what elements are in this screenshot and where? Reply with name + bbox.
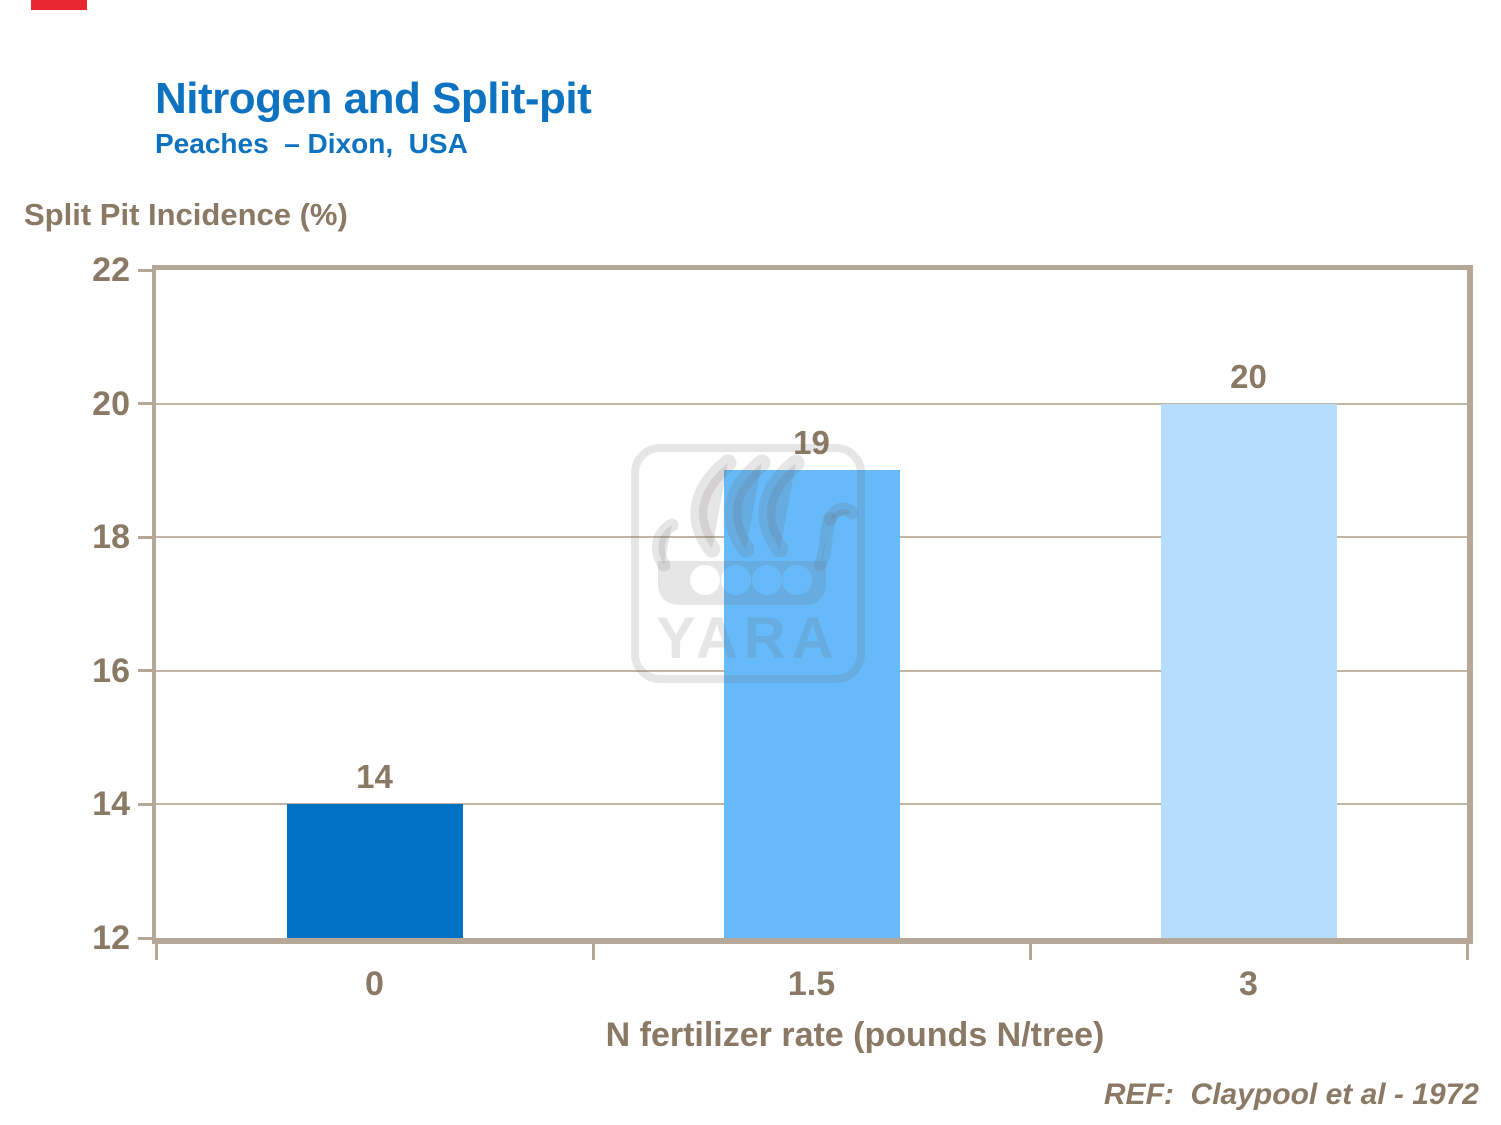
x-tick-mark-3 xyxy=(1465,944,1469,960)
page-title: Nitrogen and Split-pit xyxy=(155,74,592,123)
y-tick-label-12: 12 xyxy=(92,919,130,957)
y-tick-label-18: 18 xyxy=(92,518,130,557)
y-tick-mark-14 xyxy=(138,802,152,806)
x-tick-mark-0 xyxy=(154,944,158,960)
gridline-20 xyxy=(156,402,1467,405)
y-tick-mark-12 xyxy=(138,936,152,940)
y-tick-mark-18 xyxy=(138,535,152,539)
plot-inner xyxy=(156,270,1467,938)
x-tick-label-3: 3 xyxy=(1239,965,1258,1003)
page-subtitle: Peaches – Dixon, USA xyxy=(155,128,468,159)
y-axis-title: Split Pit Incidence (%) xyxy=(24,197,348,232)
plot-area xyxy=(152,265,1473,944)
y-tick-label-14: 14 xyxy=(92,785,130,824)
y-tick-mark-16 xyxy=(138,669,152,673)
y-tick-mark-20 xyxy=(138,402,152,406)
bar-0 xyxy=(286,804,463,938)
y-tick-label-22: 22 xyxy=(92,251,130,289)
reference-text: REF: Claypool et al - 1972 xyxy=(1103,1078,1479,1111)
bar-1.5 xyxy=(723,470,900,938)
bar-value-label-1.5: 19 xyxy=(793,424,830,462)
x-axis-title: N fertilizer rate (pounds N/tree) xyxy=(605,1016,1105,1054)
bar-value-label-0: 14 xyxy=(356,758,393,796)
x-tick-label-0: 0 xyxy=(365,965,384,1003)
red-corner-mark xyxy=(31,0,87,10)
x-tick-mark-1 xyxy=(591,944,595,960)
x-tick-label-1.5: 1.5 xyxy=(787,965,836,1003)
y-tick-label-20: 20 xyxy=(92,384,130,423)
bar-value-label-3: 20 xyxy=(1230,357,1267,395)
x-tick-mark-2 xyxy=(1028,944,1032,960)
bar-3 xyxy=(1160,403,1337,938)
y-tick-mark-22 xyxy=(138,268,152,272)
y-tick-label-16: 16 xyxy=(92,651,130,690)
